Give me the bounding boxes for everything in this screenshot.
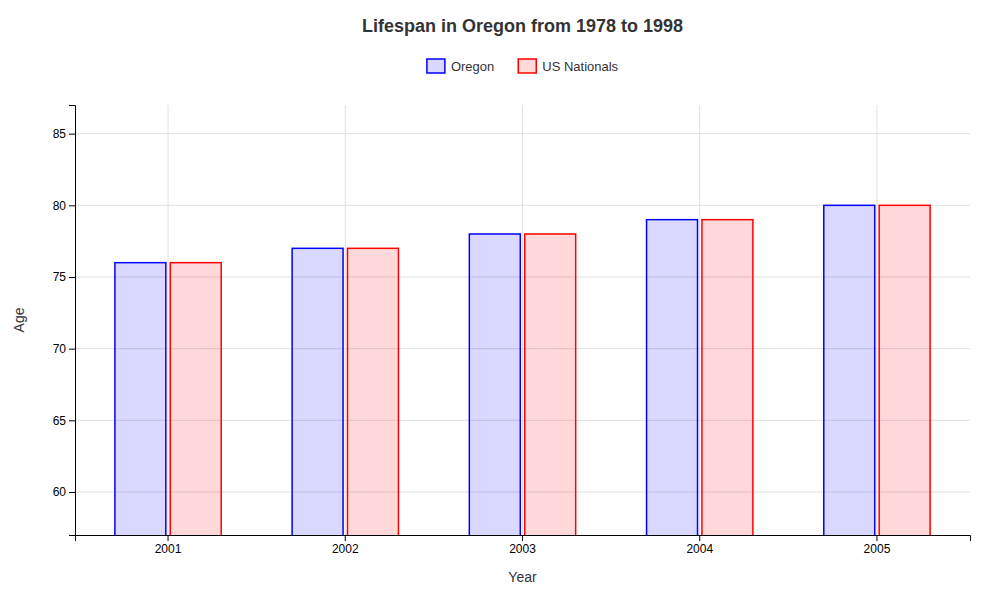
x-axis: 2001 2002 2003 2004 2005	[76, 535, 971, 556]
bar	[292, 248, 343, 535]
y-tick-mark	[69, 492, 75, 493]
y-tick: 80	[53, 199, 75, 213]
bar	[879, 205, 930, 535]
grid-line-x	[699, 105, 700, 535]
y-tick-mark	[69, 205, 75, 206]
bar-series	[170, 205, 930, 535]
bar	[647, 220, 698, 535]
x-tick-mark	[522, 535, 523, 541]
y-tick: 85	[53, 127, 75, 141]
legend-item: Oregon	[427, 59, 494, 74]
x-axis-title: Year	[508, 569, 537, 585]
y-tick-label: 85	[53, 127, 67, 141]
grid-line-x	[876, 105, 877, 535]
y-tick-label: 70	[53, 342, 67, 356]
x-tick: 2005	[864, 535, 891, 556]
x-tick-label: 2002	[332, 542, 359, 556]
y-tick-mark	[69, 349, 75, 350]
x-tick-label: 2004	[686, 542, 713, 556]
legend-label: Oregon	[451, 59, 494, 74]
x-tick: 2002	[332, 535, 359, 556]
chart-container: 60 65 70 75 80 85 2001 2002 2003 2004 2005 Lifespan…	[0, 0, 1000, 600]
y-tick-label: 60	[53, 485, 67, 499]
y-tick-label: 80	[53, 199, 67, 213]
bar-series	[115, 205, 875, 535]
y-tick-mark	[69, 277, 75, 278]
bars	[115, 205, 930, 535]
x-tick: 2001	[155, 535, 182, 556]
bar	[469, 234, 520, 535]
y-axis: 60 65 70 75 80 85	[53, 106, 76, 536]
bar	[170, 263, 221, 535]
x-tick-label: 2005	[864, 542, 891, 556]
x-tick-mark	[168, 535, 169, 541]
legend: Oregon US Nationals	[427, 59, 619, 74]
legend-swatch	[518, 59, 536, 73]
chart-title: Lifespan in Oregon from 1978 to 1998	[362, 16, 683, 36]
legend-item: US Nationals	[518, 59, 618, 74]
grid-line-x	[168, 105, 169, 535]
bar	[115, 263, 166, 535]
y-tick-label: 75	[53, 270, 67, 284]
x-tick-mark	[699, 535, 700, 541]
x-tick: 2004	[686, 535, 713, 556]
grid-line-x	[522, 105, 523, 535]
y-tick: 75	[53, 270, 75, 284]
y-tick: 65	[53, 414, 75, 428]
x-tick-mark	[876, 535, 877, 541]
y-tick-mark	[69, 420, 75, 421]
legend-swatch	[427, 59, 445, 73]
plot-area: 60 65 70 75 80 85 2001 2002 2003 2004 2005	[53, 105, 971, 600]
y-tick: 60	[53, 485, 75, 499]
legend-label: US Nationals	[542, 59, 618, 74]
bar	[525, 234, 576, 535]
x-tick: 2003	[509, 535, 536, 556]
grid-line-x	[345, 105, 346, 535]
x-axis-line	[76, 536, 971, 542]
bar	[824, 205, 875, 535]
x-tick-label: 2001	[155, 542, 182, 556]
y-axis-title: Age	[11, 307, 27, 332]
y-tick: 70	[53, 342, 75, 356]
x-tick-mark	[345, 535, 346, 541]
y-tick-label: 65	[53, 414, 67, 428]
chart-svg: 60 65 70 75 80 85 2001 2002 2003 2004 2005 Lifespan…	[0, 0, 1000, 600]
bar	[347, 248, 398, 535]
y-tick-mark	[69, 134, 75, 135]
bar	[702, 220, 753, 535]
x-tick-label: 2003	[509, 542, 536, 556]
y-axis-line	[69, 106, 76, 536]
